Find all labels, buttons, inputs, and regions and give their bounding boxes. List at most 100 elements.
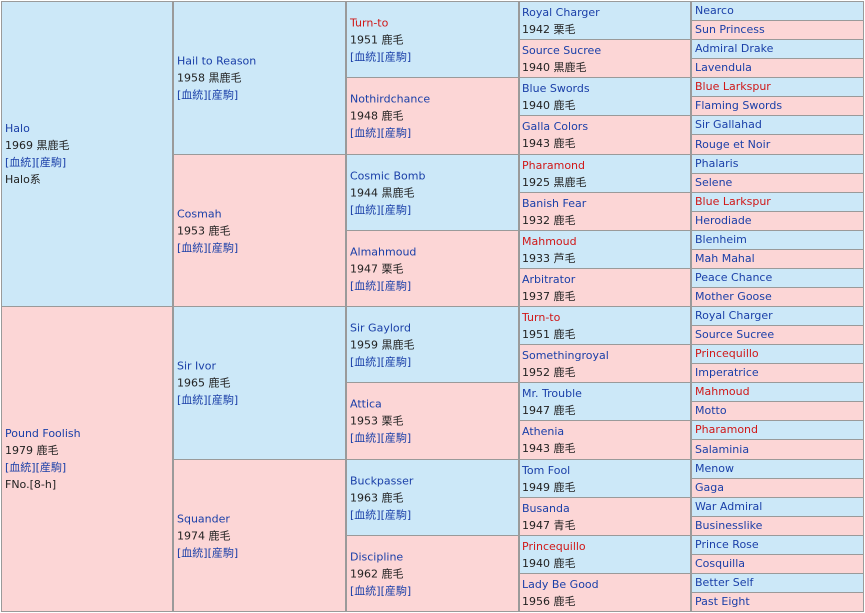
progeny-link[interactable]: [産駒]: [35, 461, 67, 474]
pedigree-link[interactable]: [血統]: [350, 279, 381, 292]
birth-year-color: 1962 鹿毛: [350, 567, 404, 580]
cell-content: Royal Charger 1942 栗毛: [522, 4, 688, 38]
horse-name-link[interactable]: Mahmoud: [522, 234, 577, 248]
horse-name-link[interactable]: Source Sucree: [522, 43, 602, 57]
horse-name-link[interactable]: Lady Be Good: [522, 577, 599, 591]
horse-name-link[interactable]: Past Eight: [695, 595, 750, 608]
progeny-link[interactable]: [産駒]: [380, 126, 412, 140]
horse-name-link[interactable]: War Admiral: [695, 500, 763, 513]
horse-name-link[interactable]: Tom Fool: [522, 463, 571, 477]
progeny-link[interactable]: [産駒]: [380, 584, 412, 597]
progeny-link[interactable]: [産駒]: [207, 546, 239, 559]
pedigree-link[interactable]: [血統]: [350, 508, 381, 521]
pedigree-link[interactable]: [血統]: [350, 203, 381, 216]
gen5-cell: Past Eight: [691, 592, 864, 612]
pedigree-link[interactable]: [血統]: [5, 461, 36, 474]
horse-name-link[interactable]: Pharamond: [695, 423, 759, 436]
pedigree-link[interactable]: [血統]: [350, 584, 381, 597]
horse-name-link[interactable]: Turn-to: [522, 310, 561, 324]
pedigree-link[interactable]: [血統]: [350, 50, 381, 63]
horse-name-link[interactable]: Salaminia: [695, 442, 750, 456]
progeny-link[interactable]: [産駒]: [380, 203, 412, 216]
horse-name-link[interactable]: Sir Gallahad: [695, 118, 762, 131]
gen5-cell: Better Self: [691, 573, 864, 593]
horse-name-link[interactable]: Mahmoud: [695, 385, 750, 398]
horse-name-link[interactable]: Mother Goose: [695, 290, 772, 303]
horse-name-link[interactable]: Somethingroyal: [522, 348, 609, 362]
pedigree-link[interactable]: [血統]: [177, 88, 208, 102]
horse-name-link[interactable]: Blue Swords: [522, 81, 590, 95]
horse-name-link[interactable]: Princequillo: [695, 347, 759, 360]
horse-name-link[interactable]: Sir Gaylord: [350, 321, 411, 334]
horse-name-link[interactable]: Busanda: [522, 501, 570, 515]
progeny-link[interactable]: [産駒]: [207, 241, 239, 254]
progeny-link[interactable]: [産駒]: [380, 508, 412, 521]
pedigree-link[interactable]: [血統]: [350, 126, 381, 140]
pedigree-link[interactable]: [血統]: [350, 431, 381, 445]
progeny-link[interactable]: [産駒]: [380, 431, 412, 445]
horse-name-link[interactable]: Menow: [695, 462, 734, 475]
horse-name-line: Mahmoud: [522, 233, 688, 250]
horse-name-link[interactable]: Better Self: [695, 576, 754, 589]
horse-name-link[interactable]: Athenia: [522, 425, 565, 438]
gen5-cell: Source Sucree: [691, 325, 864, 345]
horse-name-link[interactable]: Discipline: [350, 550, 404, 563]
horse-name-link[interactable]: Pharamond: [522, 158, 586, 172]
horse-name-link[interactable]: Mr. Trouble: [522, 386, 582, 400]
horse-name-link[interactable]: Admiral Drake: [695, 42, 774, 55]
horse-name-link[interactable]: Buckpasser: [350, 474, 414, 487]
horse-name-link[interactable]: Herodiade: [695, 214, 752, 227]
pedigree-link[interactable]: [血統]: [177, 546, 208, 559]
progeny-link[interactable]: [産駒]: [380, 279, 412, 292]
gen5-cell: Flaming Swords: [691, 96, 864, 116]
horse-name-link[interactable]: Prince Rose: [695, 538, 759, 551]
horse-name-link[interactable]: Imperatrice: [695, 366, 759, 379]
horse-name-link[interactable]: Phalaris: [695, 157, 739, 170]
horse-name-link[interactable]: Lavendula: [695, 61, 752, 74]
horse-name-link[interactable]: Banish Fear: [522, 196, 587, 210]
horse-name-link[interactable]: Squander: [177, 512, 230, 525]
pedigree-link[interactable]: [血統]: [5, 156, 36, 169]
horse-name-link[interactable]: Royal Charger: [695, 309, 773, 322]
horse-name-link[interactable]: Blue Larkspur: [695, 195, 771, 208]
horse-name-link[interactable]: Nothirdchance: [350, 92, 431, 106]
horse-name-link[interactable]: Princequillo: [522, 539, 586, 553]
horse-name-link[interactable]: Cosmah: [177, 207, 222, 220]
horse-name-link[interactable]: Almahmoud: [350, 245, 417, 258]
gen3-cell: Buckpasser 1963 鹿毛 [血統][産駒]: [346, 459, 519, 536]
horse-name-link[interactable]: Flaming Swords: [695, 99, 783, 112]
pedigree-link[interactable]: [血統]: [350, 355, 381, 368]
progeny-link[interactable]: [産駒]: [207, 393, 239, 407]
horse-name-link[interactable]: Pound Foolish: [5, 427, 81, 440]
horse-name-link[interactable]: Cosmic Bomb: [350, 169, 426, 182]
pedigree-link[interactable]: [血統]: [177, 393, 208, 407]
horse-name-link[interactable]: Arbitrator: [522, 272, 576, 286]
horse-name-link[interactable]: Peace Chance: [695, 271, 773, 284]
horse-name-link[interactable]: Turn-to: [350, 16, 389, 29]
horse-name-link[interactable]: Hail to Reason: [177, 54, 257, 68]
gen5-cell: Royal Charger: [691, 306, 864, 326]
horse-name-link[interactable]: Attica: [350, 397, 382, 411]
progeny-link[interactable]: [産駒]: [380, 50, 412, 63]
horse-name-link[interactable]: Nearco: [695, 4, 734, 17]
horse-name-link[interactable]: Cosquilla: [695, 557, 746, 570]
progeny-link[interactable]: [産駒]: [35, 156, 67, 169]
horse-name-link[interactable]: Galla Colors: [522, 120, 589, 133]
birth-year-color: 1942 栗毛: [522, 22, 576, 36]
pedigree-link[interactable]: [血統]: [177, 241, 208, 254]
horse-name-link[interactable]: Motto: [695, 404, 727, 417]
horse-name-link[interactable]: Rouge et Noir: [695, 137, 771, 151]
progeny-link[interactable]: [産駒]: [380, 355, 412, 368]
horse-name-link[interactable]: Selene: [695, 176, 733, 189]
horse-name-link[interactable]: Sun Princess: [695, 23, 765, 36]
horse-name-link[interactable]: Businesslike: [695, 519, 763, 532]
horse-name-link[interactable]: Halo: [5, 122, 30, 135]
horse-name-link[interactable]: Blenheim: [695, 233, 747, 246]
progeny-link[interactable]: [産駒]: [207, 88, 239, 102]
horse-name-link[interactable]: Sir Ivor: [177, 359, 217, 373]
horse-name-link[interactable]: Blue Larkspur: [695, 80, 771, 93]
horse-name-link[interactable]: Royal Charger: [522, 5, 600, 19]
horse-name-link[interactable]: Source Sucree: [695, 328, 775, 341]
horse-name-link[interactable]: Mah Mahal: [695, 252, 755, 265]
horse-name-link[interactable]: Gaga: [695, 481, 724, 494]
